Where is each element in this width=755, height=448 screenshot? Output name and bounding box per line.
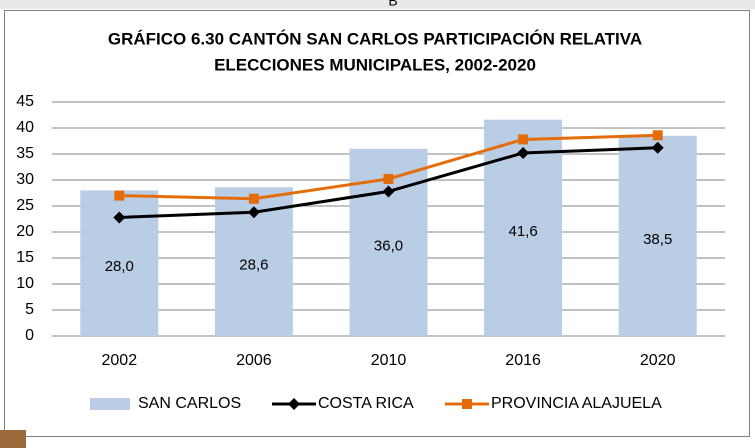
y-tick-label: 5 (25, 301, 34, 318)
line-marker (114, 190, 125, 201)
y-tick-label: 15 (16, 249, 34, 266)
x-tick-label: 2020 (640, 352, 676, 369)
x-tick-label: 2002 (102, 352, 138, 369)
legend-swatch (288, 398, 300, 410)
y-tick-label: 0 (25, 327, 34, 344)
chart-title: ELECCIONES MUNICIPALES, 2002-2020 (214, 55, 536, 74)
y-tick-label: 10 (16, 275, 34, 292)
value-label: 41,6 (508, 223, 537, 240)
value-label: 38,5 (643, 231, 672, 248)
legend-swatch (90, 398, 130, 410)
line-marker (651, 141, 664, 154)
y-tick-label: 35 (16, 145, 34, 162)
sheet-corner (0, 430, 26, 448)
chart-border (4, 10, 750, 437)
legend-label: SAN CARLOS (138, 395, 241, 412)
legend-label: COSTA RICA (318, 395, 414, 412)
line-marker (382, 185, 395, 198)
column-header-strip (0, 0, 755, 9)
y-tick-label: 25 (16, 197, 34, 214)
y-tick-label: 30 (16, 171, 34, 188)
bar (618, 135, 697, 336)
line-marker (652, 130, 663, 141)
column-header: B (388, 0, 397, 9)
value-label: 28,6 (239, 257, 268, 274)
value-label: 28,0 (105, 258, 134, 275)
line-marker (518, 134, 529, 145)
legend-swatch (462, 399, 472, 409)
x-tick-label: 2016 (505, 352, 541, 369)
y-tick-label: 20 (16, 223, 34, 240)
line-marker (113, 211, 126, 224)
line-marker (248, 193, 259, 204)
line-marker (247, 206, 260, 219)
line-marker (517, 146, 530, 159)
x-tick-label: 2006 (236, 352, 272, 369)
y-tick-label: 40 (16, 119, 34, 136)
y-tick-label: 45 (16, 93, 34, 110)
x-tick-label: 2010 (371, 352, 407, 369)
chart-title: GRÁFICO 6.30 CANTÓN SAN CARLOS PARTICIPA… (108, 29, 642, 48)
line-marker (383, 173, 394, 184)
legend-label: PROVINCIA ALAJUELA (491, 395, 662, 412)
value-label: 36,0 (374, 237, 403, 254)
